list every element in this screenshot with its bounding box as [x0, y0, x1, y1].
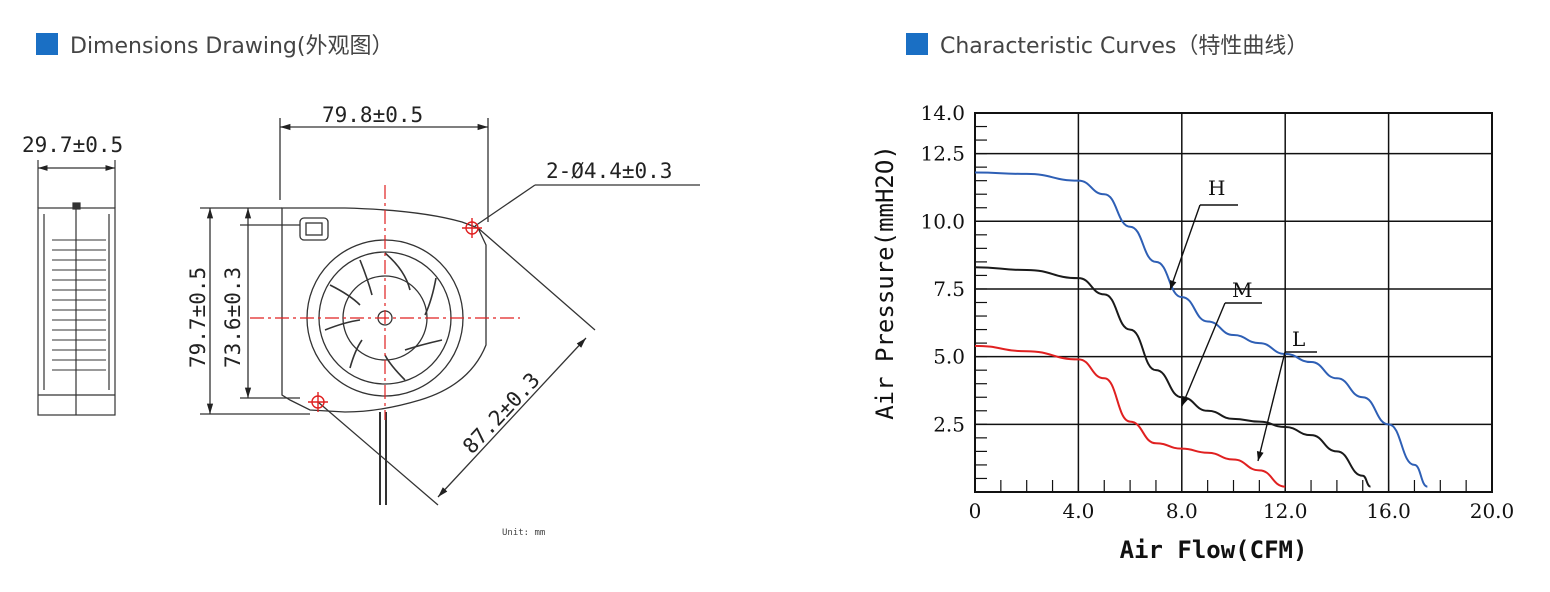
leader-arrowhead	[1182, 396, 1189, 406]
dimensions-title: Dimensions Drawing(外观图）	[70, 34, 394, 59]
curves-title: Characteristic Curves（特性曲线）	[940, 34, 1309, 59]
y-tick-label: 7.5	[933, 277, 965, 301]
dim-top-width: 79.8±0.5	[322, 103, 423, 127]
unit-note: Unit: mm	[502, 528, 545, 538]
x-tick-label: 16.0	[1366, 499, 1411, 523]
leader-arrowhead	[1256, 451, 1264, 461]
y-tick-label: 10.0	[920, 209, 965, 233]
x-tick-label: 8.0	[1166, 499, 1198, 523]
label-leader	[1181, 302, 1226, 407]
section-marker-icon	[36, 33, 58, 55]
series-label-h: H	[1208, 176, 1225, 200]
leader-arrowhead	[1169, 280, 1177, 290]
center-crosshair	[250, 185, 520, 420]
y-tick-label: 2.5	[933, 412, 965, 436]
series-line-m	[974, 266, 1371, 488]
x-axis-label: Air Flow(CFM)	[1120, 536, 1308, 564]
dim-hole: 2-Ø4.4±0.3	[546, 159, 672, 183]
dim-height-inner: 73.6±0.3	[221, 267, 245, 368]
dimensions-drawing: 29.7±0.5	[22, 103, 700, 538]
dimensions-heading: Dimensions Drawing(外观图）	[36, 28, 393, 60]
x-tick-label: 4.0	[1062, 499, 1094, 523]
label-leader	[1257, 351, 1286, 462]
series-line-l	[974, 344, 1286, 488]
dim-height-outer: 79.7±0.5	[186, 267, 210, 368]
series-label-l: L	[1292, 327, 1305, 351]
x-tick-label: 0	[969, 499, 982, 523]
series-label-m: M	[1232, 278, 1252, 302]
curves-heading: Characteristic Curves（特性曲线）	[906, 28, 1308, 60]
section-marker-icon	[906, 33, 928, 55]
dim-side-width: 29.7±0.5	[22, 133, 123, 157]
characteristic-chart: 0 4.0 8.0 12.0 16.0 20.0 14.0 12.5 10.0 7.5 5.0 2.5…	[871, 101, 1515, 564]
mounting-holes	[308, 218, 482, 412]
y-axis-label: Air Pressure(mmH2O)	[871, 145, 899, 420]
label-leader	[1169, 204, 1201, 291]
y-tick-label: 5.0	[933, 345, 965, 369]
dim-diagonal: 87.2±0.3	[458, 368, 545, 458]
x-tick-label: 12.0	[1263, 499, 1308, 523]
x-tick-label: 20.0	[1470, 499, 1515, 523]
y-tick-label: 14.0	[920, 101, 965, 125]
y-tick-label: 12.5	[920, 142, 965, 166]
side-view	[37, 160, 116, 416]
series-line-h	[974, 171, 1428, 488]
